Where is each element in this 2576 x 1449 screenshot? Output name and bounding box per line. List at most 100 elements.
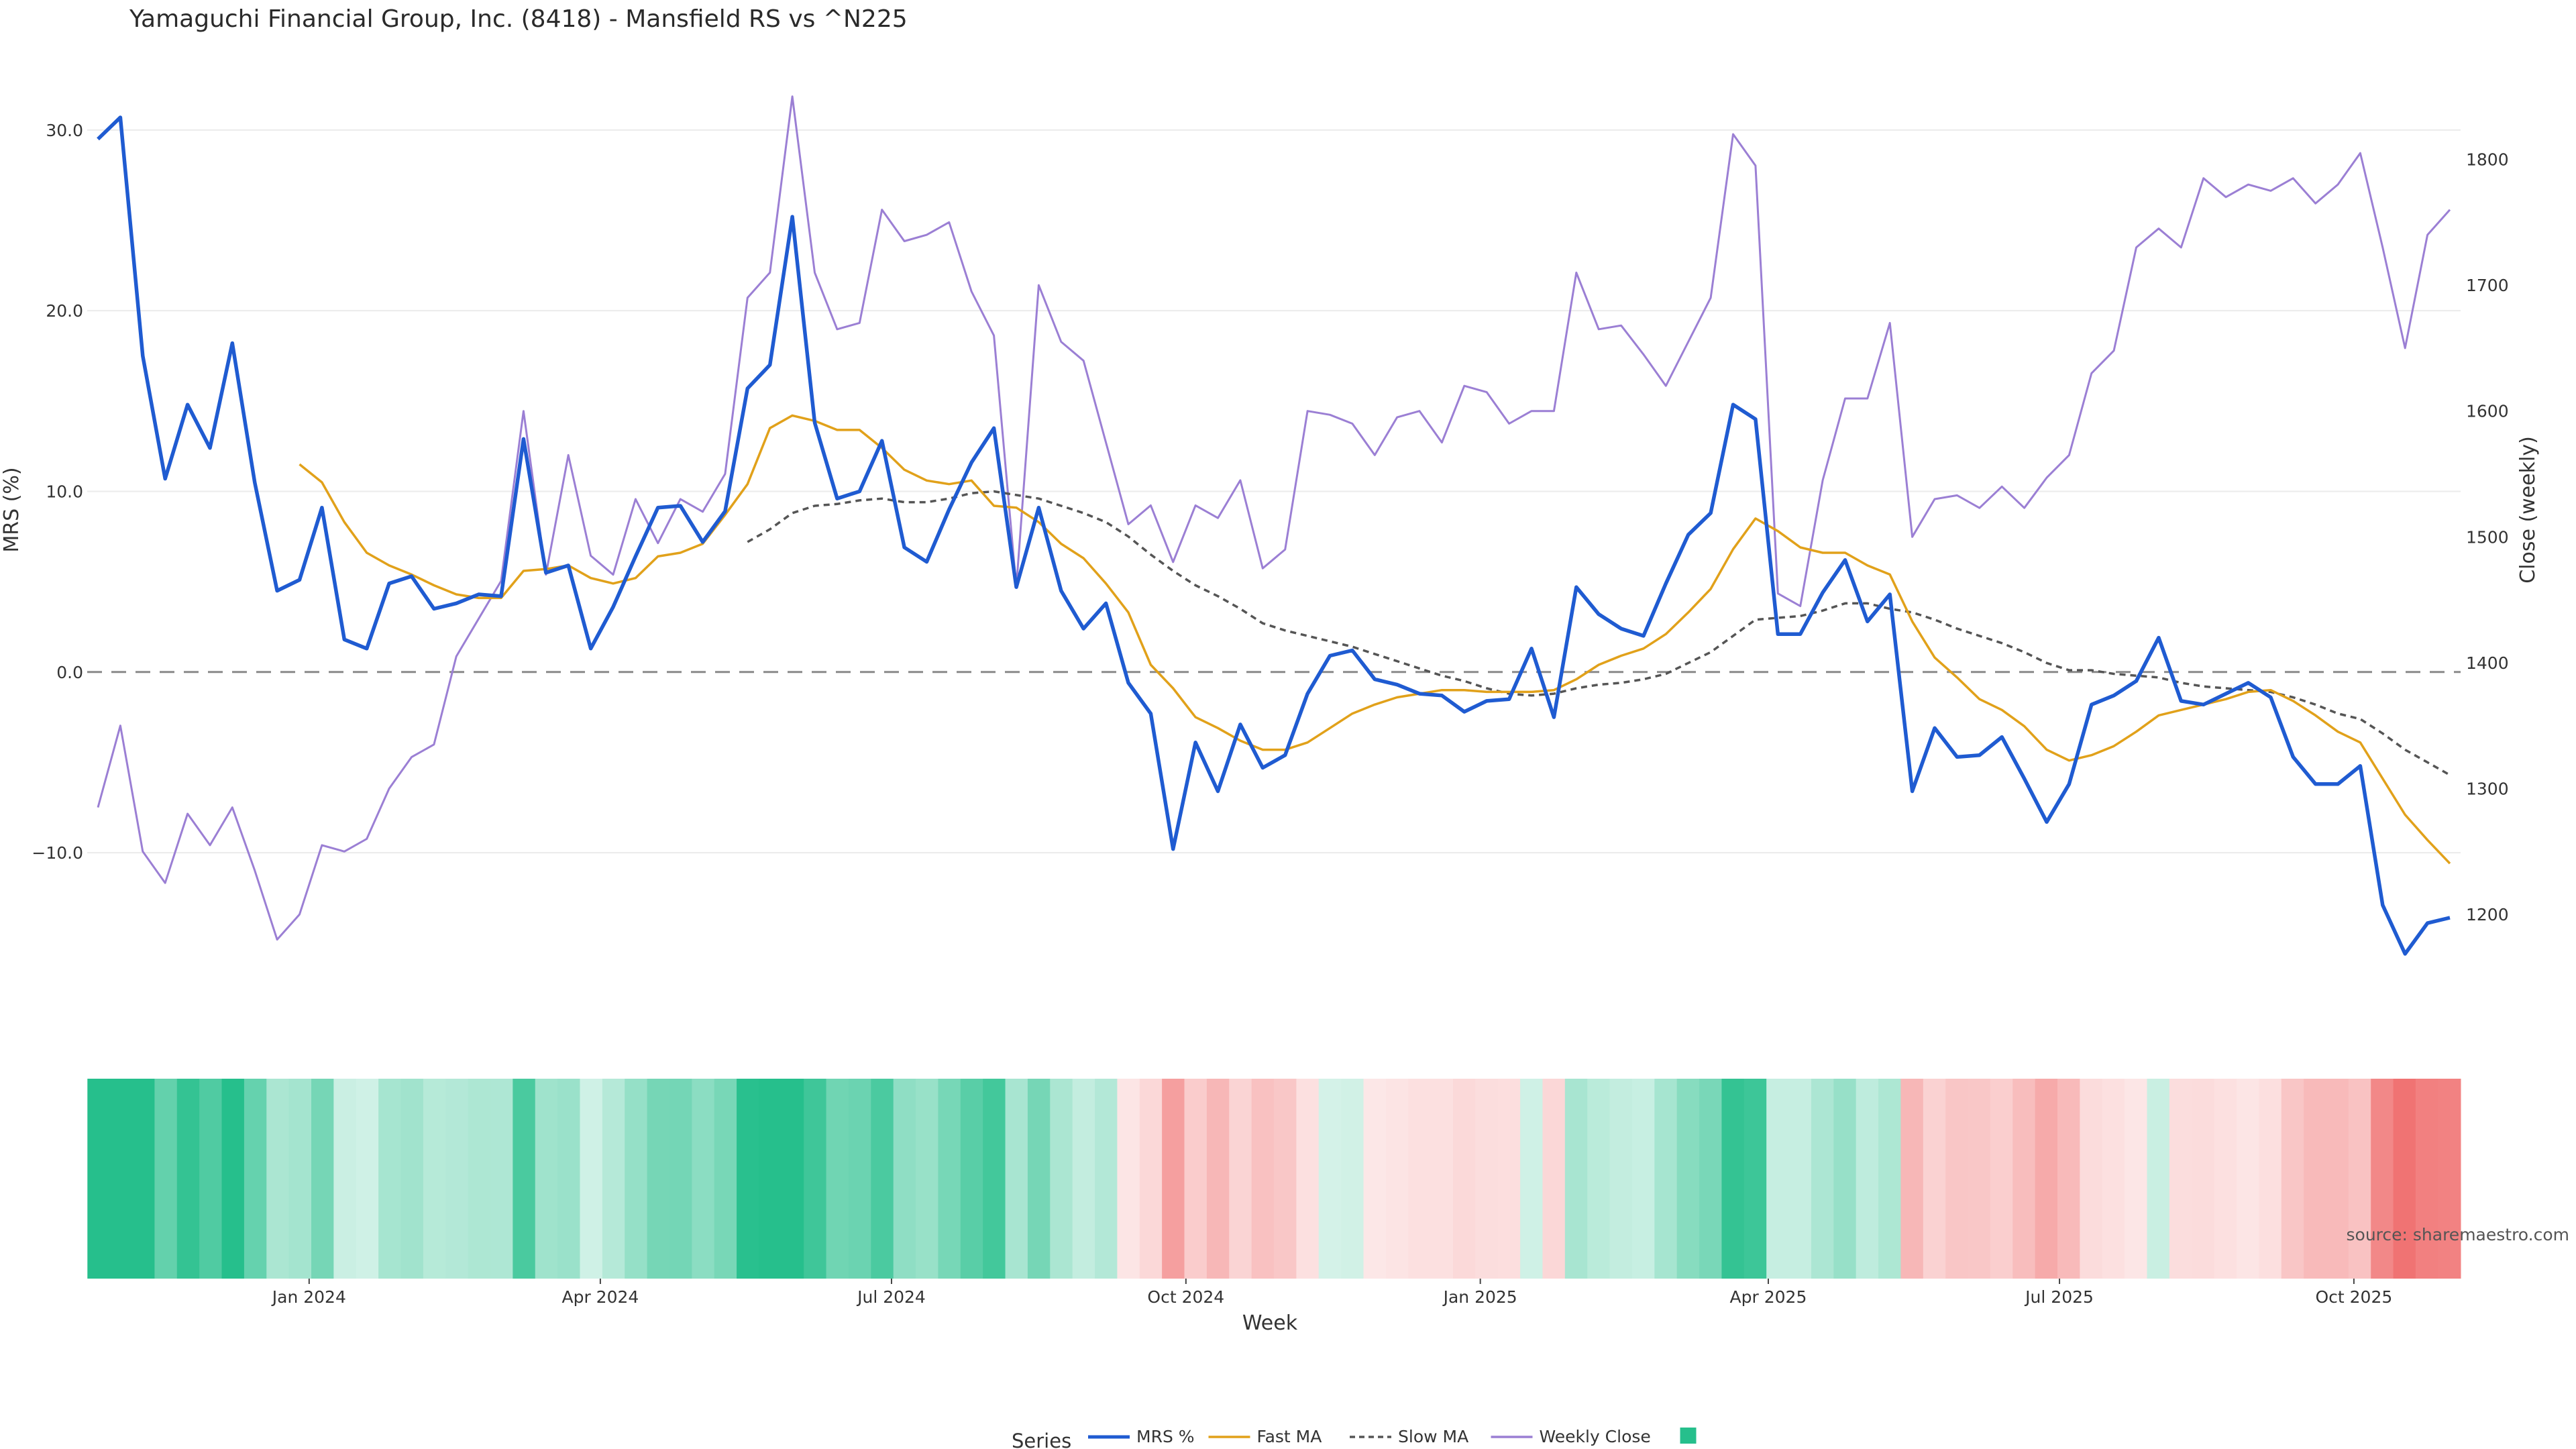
heatmap-cell — [1766, 1079, 1790, 1279]
y-left-tick-label: 0.0 — [56, 663, 83, 682]
heatmap-cell — [938, 1079, 961, 1279]
axes: 30.0 20.0 10.0 0.0 −10.0 1800 1700 1600 1500 1400… — [32, 121, 2508, 1307]
heatmap-cell — [1654, 1079, 1678, 1279]
y-right-tick-label: 1500 — [2466, 527, 2509, 547]
heatmap-cell — [1162, 1079, 1185, 1279]
legend-label: Fast MA — [1257, 1427, 1322, 1446]
heatmap-cell — [737, 1079, 760, 1279]
series-lines — [97, 95, 2451, 956]
heatmap-cell — [1072, 1079, 1095, 1279]
heatmap-cell — [1341, 1079, 1364, 1279]
heatmap-cell — [692, 1079, 715, 1279]
heatmap-cell — [87, 1079, 111, 1279]
grid-lines — [87, 129, 2461, 854]
heatmap-cell — [1229, 1079, 1252, 1279]
heatmap-cell — [1878, 1079, 1902, 1279]
heatmap-cell — [2192, 1079, 2215, 1279]
heatmap-cell — [311, 1079, 335, 1279]
heatmap-cell — [1497, 1079, 1521, 1279]
heatmap-cell — [2438, 1079, 2461, 1279]
heatmap-cell — [848, 1079, 872, 1279]
heatmap-cell — [1296, 1079, 1320, 1279]
heatmap-cell — [2102, 1079, 2125, 1279]
heatmap-cell — [1385, 1079, 1409, 1279]
heatmap-cell — [356, 1079, 379, 1279]
heatmap-cell — [176, 1079, 200, 1279]
y-right-tick-label: 1600 — [2466, 402, 2509, 421]
heatmap-cell — [1520, 1079, 1544, 1279]
y-right-tick-label: 1800 — [2466, 150, 2509, 170]
series-line-weekly-close — [97, 95, 2451, 941]
y-right-tick-label: 1300 — [2466, 779, 2509, 798]
heatmap-cell — [2012, 1079, 2036, 1279]
heatmap-cell — [1968, 1079, 1991, 1279]
heatmap-cell — [2125, 1079, 2148, 1279]
y-right-tick-label: 1700 — [2466, 276, 2509, 295]
heatmap-cell — [266, 1079, 290, 1279]
x-tick-label: Jul 2025 — [2024, 1287, 2094, 1307]
heatmap-cell — [378, 1079, 402, 1279]
heatmap-cell — [199, 1079, 223, 1279]
heatmap-cell — [1990, 1079, 2014, 1279]
legend-items: MRS % Fast MA Slow MA Weekly Close — [1088, 1427, 1697, 1446]
heatmap-cell — [781, 1079, 804, 1279]
series-line-fast-ma — [299, 414, 2451, 865]
heatmap-cell — [2259, 1079, 2282, 1279]
heatmap-cell — [580, 1079, 603, 1279]
heatmap-cell — [333, 1079, 357, 1279]
heatmap-cell — [2415, 1079, 2439, 1279]
x-tick-label: Apr 2024 — [561, 1287, 639, 1307]
heatmap-cell — [423, 1079, 447, 1279]
heatmap-cell — [1923, 1079, 1946, 1279]
heatmap-cell — [288, 1079, 312, 1279]
heatmap-cell — [759, 1079, 782, 1279]
heatmap-cell — [400, 1079, 424, 1279]
heatmap-cell — [2236, 1079, 2260, 1279]
heatmap-cell — [1318, 1079, 1342, 1279]
heatmap-cell — [468, 1079, 491, 1279]
heatmap-cell — [2057, 1079, 2081, 1279]
chart-title: Yamaguchi Financial Group, Inc. (8418) -… — [129, 5, 908, 33]
heatmap-cell — [154, 1079, 178, 1279]
heatmap-strip — [87, 1079, 2461, 1279]
heatmap-cell — [109, 1079, 133, 1279]
heatmap-cell — [647, 1079, 670, 1279]
heatmap-cell — [1027, 1079, 1051, 1279]
legend-swatch-heatmap — [1680, 1428, 1697, 1444]
y-left-tick-label: −10.0 — [32, 843, 83, 863]
heatmap-cell — [1050, 1079, 1073, 1279]
heatmap-cell — [1452, 1079, 1477, 1279]
heatmap-cell — [1564, 1079, 1588, 1279]
heatmap-cell — [625, 1079, 648, 1279]
heatmap-cell — [1542, 1079, 1566, 1279]
heatmap-cell — [2214, 1079, 2237, 1279]
heatmap-cell — [132, 1079, 156, 1279]
heatmap-cell — [960, 1079, 983, 1279]
legend-label: MRS % — [1136, 1427, 1195, 1446]
x-tick-label: Apr 2025 — [1730, 1287, 1807, 1307]
y-left-tick-label: 20.0 — [46, 301, 83, 321]
heatmap-cell — [916, 1079, 939, 1279]
heatmap-cell — [1363, 1079, 1387, 1279]
heatmap-cell — [1139, 1079, 1163, 1279]
heatmap-cell — [893, 1079, 916, 1279]
heatmap-cell — [871, 1079, 894, 1279]
heatmap-cell — [714, 1079, 737, 1279]
heatmap-cell — [2393, 1079, 2416, 1279]
heatmap-cell — [1811, 1079, 1835, 1279]
heatmap-cell — [221, 1079, 245, 1279]
x-tick-label: Jan 2025 — [1442, 1287, 1517, 1307]
x-axis-title: Week — [1242, 1311, 1298, 1335]
heatmap-cell — [1005, 1079, 1028, 1279]
heatmap-cell — [2080, 1079, 2103, 1279]
y-left-tick-label: 10.0 — [46, 482, 83, 501]
heatmap-cell — [983, 1079, 1006, 1279]
heatmap-cell — [535, 1079, 558, 1279]
heatmap-cell — [1743, 1079, 1767, 1279]
heatmap-cell — [1856, 1079, 1879, 1279]
x-tick-label: Oct 2025 — [2315, 1287, 2392, 1307]
heatmap-cell — [2304, 1079, 2327, 1279]
x-tick-label: Jan 2024 — [271, 1287, 346, 1307]
y-left-tick-label: 30.0 — [46, 121, 83, 140]
